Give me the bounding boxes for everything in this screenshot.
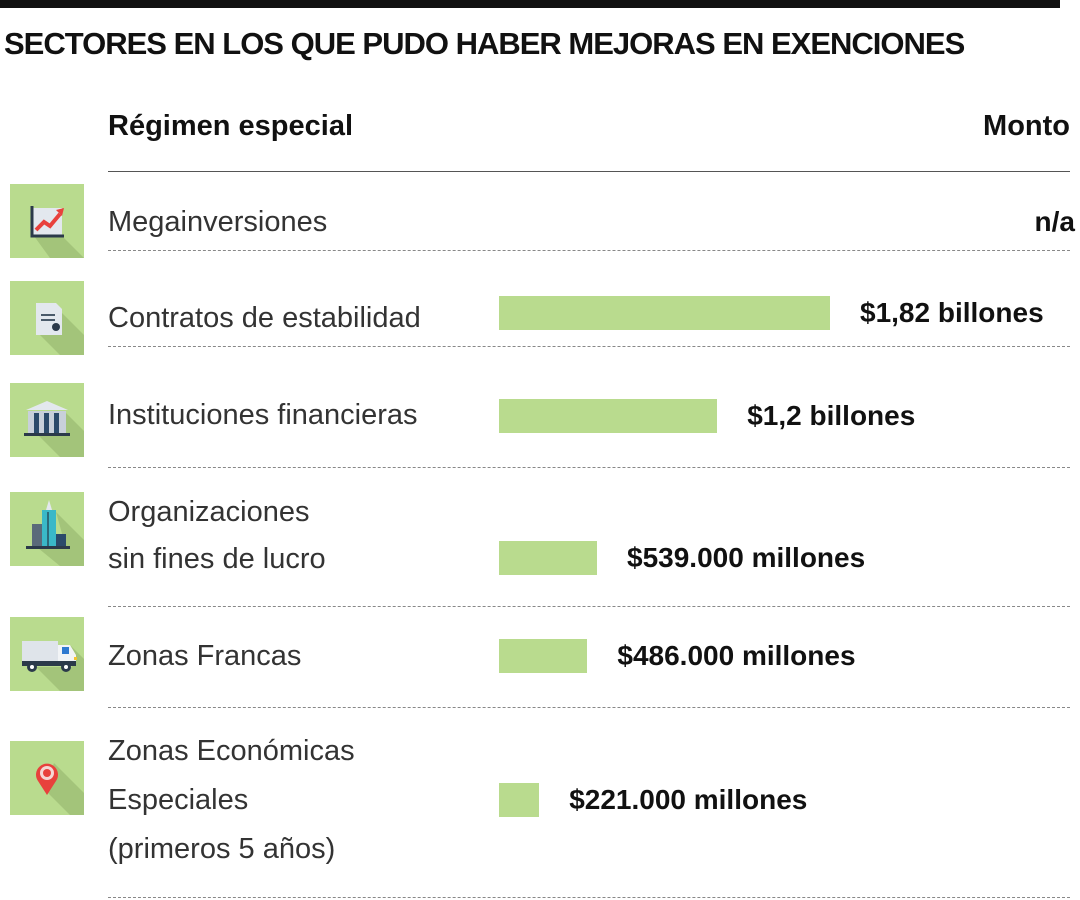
- row-label: Zonas Francas: [108, 640, 302, 672]
- row-label: Instituciones financieras: [108, 399, 418, 431]
- bar: [499, 783, 540, 817]
- row-label: Megainversiones: [108, 206, 328, 238]
- document-icon: [10, 281, 84, 355]
- top-rule: [0, 0, 1060, 8]
- row-label: Especiales: [108, 784, 249, 816]
- building-icon: [10, 492, 84, 566]
- row-label: Zonas Económicas: [108, 735, 355, 767]
- bar: [499, 296, 830, 330]
- header-divider: [108, 171, 1070, 172]
- amount-label: $539.000 millones: [627, 542, 866, 573]
- bar: [499, 639, 588, 673]
- row-divider: [108, 707, 1070, 708]
- column-header-regimen: Régimen especial: [108, 110, 353, 142]
- row-label: sin fines de lucro: [108, 543, 326, 575]
- bank-icon: [10, 383, 84, 457]
- chart-title: SECTORES EN LOS QUE PUDO HABER MEJORAS E…: [4, 26, 965, 61]
- location-pin-icon: [10, 741, 84, 815]
- row-label: Organizaciones: [108, 496, 310, 528]
- row-divider: [108, 606, 1070, 607]
- amount-label: $1,2 billones: [747, 400, 916, 431]
- amount-label: n/a: [1034, 206, 1075, 237]
- row-divider: [108, 250, 1070, 251]
- amount-label: $221.000 millones: [569, 784, 808, 815]
- truck-icon: [10, 617, 84, 691]
- amount-label: $1,82 billones: [860, 297, 1044, 328]
- row-divider: [108, 346, 1070, 347]
- row-divider: [108, 897, 1070, 898]
- chart-growth-icon: [10, 184, 84, 258]
- amount-label: $486.000 millones: [617, 640, 856, 671]
- bar: [499, 541, 598, 575]
- row-divider: [108, 467, 1070, 468]
- row-label: (primeros 5 años): [108, 833, 336, 865]
- bar: [499, 399, 718, 433]
- row-label: Contratos de estabilidad: [108, 302, 421, 334]
- column-header-monto: Monto: [983, 110, 1070, 142]
